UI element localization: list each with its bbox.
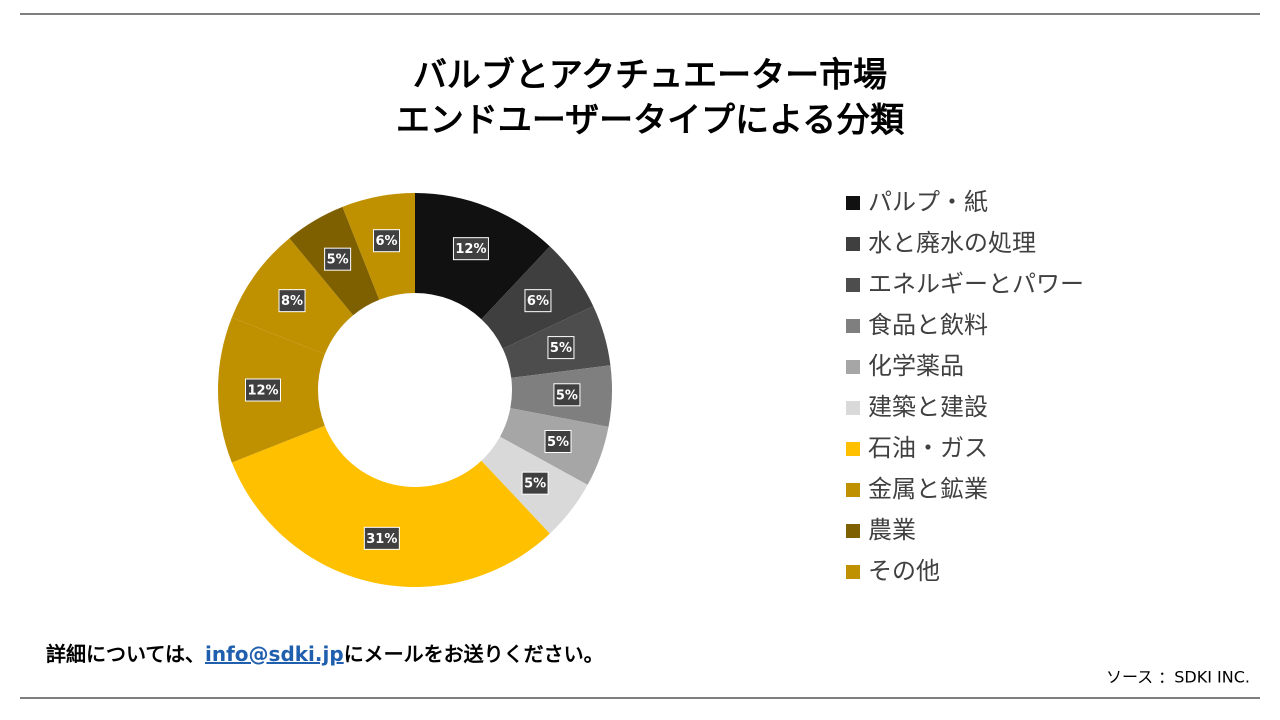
legend-label: その他: [868, 557, 940, 585]
legend-label: 建築と建設: [868, 393, 988, 421]
legend-swatch: [846, 319, 860, 333]
donut-slice: [231, 425, 550, 587]
legend-swatch: [846, 524, 860, 538]
data-label: 6%: [375, 234, 397, 249]
legend-swatch: [846, 237, 860, 251]
data-label: 6%: [527, 294, 549, 309]
footer-before: 詳細については、: [46, 642, 205, 666]
data-label: 5%: [327, 253, 349, 268]
data-label-box: [324, 247, 352, 271]
legend-label: 化学薬品: [868, 352, 964, 380]
legend-label: エネルギーとパワー: [868, 270, 1084, 298]
data-label: 8%: [281, 294, 303, 309]
legend-swatch: [846, 401, 860, 415]
footer-after: にメールをお送りください。: [344, 642, 604, 666]
data-label: 5%: [550, 341, 572, 356]
data-label: 12%: [247, 384, 278, 399]
legend-swatch: [846, 565, 860, 579]
data-label: 31%: [366, 532, 397, 547]
data-label-box: [278, 289, 306, 313]
data-label: 5%: [524, 477, 546, 492]
footer-text: 詳細については、info@sdki.jpにメールをお送りください。: [46, 642, 604, 666]
data-label-box: [544, 429, 572, 453]
chart-title: バルブとアクチュエーター市場: [413, 56, 887, 96]
legend-swatch: [846, 196, 860, 210]
data-label-box: [521, 471, 549, 495]
legend-label: パルプ・紙: [868, 188, 988, 216]
data-label: 5%: [556, 388, 578, 403]
legend-swatch: [846, 442, 860, 456]
data-label-box: [553, 383, 581, 407]
data-label-box: [373, 229, 401, 253]
chart-subtitle: エンドユーザータイプによる分類: [396, 101, 905, 141]
legend-label: 石油・ガス: [868, 434, 988, 462]
legend-label: 金属と鉱業: [868, 475, 988, 503]
data-label-box: [245, 378, 281, 402]
legend-swatch: [846, 360, 860, 374]
source: ソース ：SDKI INC.: [1106, 668, 1250, 687]
legend-label: 農業: [868, 516, 916, 544]
data-label-box: [363, 526, 400, 550]
legend-swatch: [846, 278, 860, 292]
legend-label: 食品と飲料: [868, 311, 988, 339]
data-label-box: [452, 237, 489, 261]
data-label-box: [547, 336, 575, 360]
email-link[interactable]: info@sdki.jp: [205, 642, 344, 666]
data-label: 5%: [547, 435, 569, 450]
legend-label: 水と廃水の処理: [868, 229, 1036, 257]
legend-swatch: [846, 483, 860, 497]
data-label-box: [524, 289, 552, 313]
data-label: 12%: [455, 242, 486, 257]
